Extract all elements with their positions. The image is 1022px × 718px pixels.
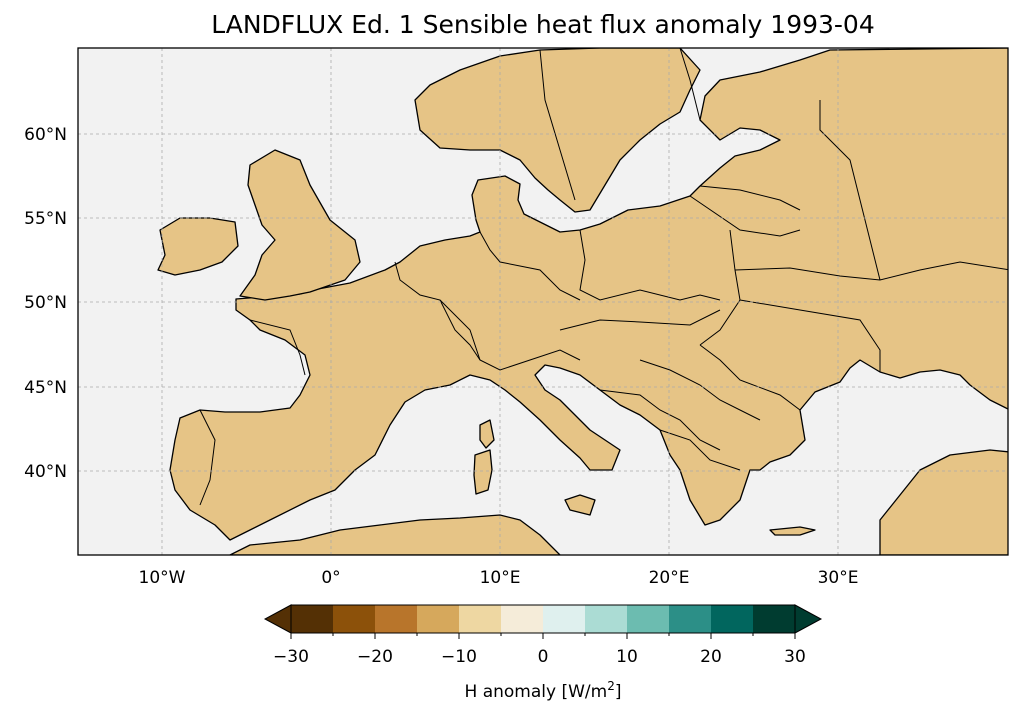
colorbar-bin [585,605,628,633]
colorbar-label: H anomaly [W/m2] [465,679,622,702]
colorbar-extend-max [794,604,823,634]
crete [769,526,816,536]
y-tick-label: 50°N [24,293,67,313]
y-tick-label: 55°N [24,209,67,229]
colorbar-bin [291,605,334,633]
colorbar-bin [627,605,670,633]
x-axis-ticks: 10°W 0° 10°E 20°E 30°E [139,568,859,588]
x-tick-label: 10°E [480,568,521,588]
colorbar-bin [333,605,376,633]
y-tick-label: 40°N [24,462,67,482]
y-tick-label: 45°N [24,378,67,398]
map-title: LANDFLUX Ed. 1 Sensible heat flux anomal… [211,10,875,39]
colorbar-tick-label: −10 [441,647,477,667]
x-tick-label: 10°W [139,568,186,588]
y-axis-ticks: 40°N 45°N 50°N 55°N 60°N [24,125,67,482]
north-africa [229,514,561,555]
colorbar-tick-label: 30 [784,647,806,667]
colorbar-bin [543,605,586,633]
turkey [879,449,1008,555]
country-borders [199,48,1008,506]
sardinia [473,449,493,495]
colorbar-bin [753,605,796,633]
colorbar-bin [711,605,754,633]
great-britain [239,149,361,301]
x-tick-label: 30°E [818,568,859,588]
colorbar: −30 −20 −10 0 10 20 30 H anomaly [W/m2] [263,604,823,702]
corsica [479,419,495,449]
colorbar-tick-label: −20 [357,647,393,667]
map-frame [77,47,1009,556]
colorbar-bin [669,605,712,633]
colorbar-bin [417,605,460,633]
graticule [78,48,1008,555]
x-tick-label: 20°E [649,568,690,588]
colorbar-bin [459,605,502,633]
colorbar-tick-label: 0 [538,647,549,667]
y-tick-label: 60°N [24,125,67,145]
map-panel [78,48,1008,555]
x-tick-label: 0° [321,568,340,588]
colorbar-extend-min [263,604,292,634]
colorbar-tick-label: −30 [273,647,309,667]
colorbar-tick-label: 10 [616,647,638,667]
colorbar-bin [501,605,544,633]
colorbar-tick-label: 20 [700,647,722,667]
colorbar-bin [375,605,418,633]
sicily [564,494,596,516]
